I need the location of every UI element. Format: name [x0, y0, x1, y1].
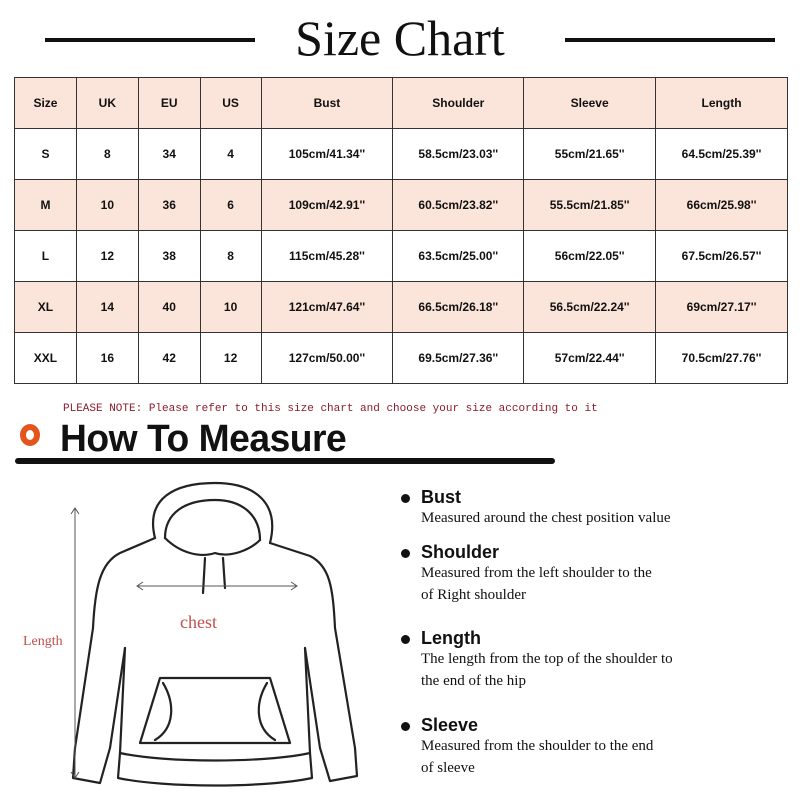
- table-cell: 8: [199, 230, 262, 282]
- measure-item-title: Length: [421, 628, 481, 648]
- table-cell: 56cm/22.05'': [523, 230, 657, 282]
- chest-label: chest: [180, 612, 217, 632]
- column-header: Sleeve: [523, 77, 657, 129]
- table-cell: 64.5cm/25.39'': [655, 128, 788, 180]
- measure-item-description: Measured from the shoulder to the end: [421, 738, 654, 754]
- table-cell: 12: [199, 332, 262, 384]
- table-cell: 6: [199, 179, 262, 231]
- length-measure-arrow: [70, 507, 80, 779]
- table-cell: 36: [137, 179, 201, 231]
- table-cell: 16: [75, 332, 139, 384]
- table-cell: 10: [199, 281, 262, 333]
- size-note: PLEASE NOTE: Please refer to this size c…: [63, 403, 598, 415]
- bullet-icon: [401, 549, 410, 558]
- bullet-icon: [401, 722, 410, 731]
- table-cell: 57cm/22.44'': [523, 332, 657, 384]
- table-cell: 4: [199, 128, 262, 180]
- table-cell: 12: [75, 230, 139, 282]
- table-cell: 14: [75, 281, 139, 333]
- column-header: Length: [655, 77, 788, 129]
- table-cell: XXL: [14, 332, 77, 384]
- table-cell: 105cm/41.34'': [260, 128, 394, 180]
- table-cell: 34: [137, 128, 201, 180]
- table-row: XL 14 40 10 121cm/47.64'' 66.5cm/26.18'' 56.5c…: [14, 281, 788, 333]
- how-to-measure-title: How To Measure: [60, 418, 347, 460]
- hoodie-outline-icon: [71, 481, 359, 787]
- measure-item-description: Measured around the chest position value: [421, 510, 671, 526]
- table-cell: 115cm/45.28'': [260, 230, 394, 282]
- table-cell: L: [14, 230, 77, 282]
- measure-item-description: The length from the top of the shoulder …: [421, 651, 673, 667]
- chest-measure-arrow: [136, 581, 298, 591]
- table-cell: 42: [137, 332, 201, 384]
- circle-bullet-icon: [20, 424, 40, 446]
- table-cell: S: [14, 128, 77, 180]
- table-cell: 109cm/42.91'': [260, 179, 394, 231]
- page-title: Size Chart: [295, 10, 505, 66]
- table-cell: M: [14, 179, 77, 231]
- table-cell: 55cm/21.65'': [523, 128, 657, 180]
- table-cell: 56.5cm/22.24'': [523, 281, 657, 333]
- table-row: XXL 16 42 12 127cm/50.00'' 69.5cm/27.36'' 57cm…: [14, 332, 788, 384]
- column-header: EU: [137, 77, 201, 129]
- bullet-icon: [401, 635, 410, 644]
- column-header: UK: [75, 77, 139, 129]
- measure-item-description: the end of the hip: [421, 673, 526, 689]
- table-cell: 67.5cm/26.57'': [655, 230, 788, 282]
- table-cell: 60.5cm/23.82'': [392, 179, 525, 231]
- measure-item-description: of sleeve: [421, 760, 475, 776]
- header-row: Size UK EU US Bust Shoulder Sleeve Length: [14, 77, 788, 129]
- table-cell: 66cm/25.98'': [655, 179, 788, 231]
- measure-item-description: Measured from the left shoulder to the: [421, 565, 652, 581]
- table-cell: 8: [75, 128, 139, 180]
- table-cell: 127cm/50.00'': [260, 332, 394, 384]
- length-label: Length: [23, 634, 63, 649]
- table-cell: 10: [75, 179, 139, 231]
- measure-item-title: Sleeve: [421, 715, 479, 735]
- table-cell: 40: [137, 281, 201, 333]
- table-row: M 10 36 6 109cm/42.91'' 60.5cm/23.82'' 55.5cm/…: [14, 179, 788, 231]
- table-cell: 63.5cm/25.00'': [392, 230, 525, 282]
- table-cell: 69.5cm/27.36'': [392, 332, 525, 384]
- column-header: Size: [14, 77, 77, 129]
- column-header: Shoulder: [392, 77, 525, 129]
- bullet-icon: [401, 494, 410, 503]
- table-cell: XL: [14, 281, 77, 333]
- measure-item-description: of Right shoulder: [421, 587, 526, 603]
- column-header: US: [199, 77, 262, 129]
- hoodie-diagram: chest Length: [23, 481, 359, 787]
- table-cell: 121cm/47.64'': [260, 281, 394, 333]
- title-divider-left: [45, 38, 255, 42]
- table-cell: 70.5cm/27.76'': [655, 332, 788, 384]
- size-table: Size UK EU US Bust Shoulder Sleeve Length S 8 34 4 1…: [14, 77, 788, 384]
- table-cell: 55.5cm/21.85'': [523, 179, 657, 231]
- table-cell: 38: [137, 230, 201, 282]
- measure-item-title: Bust: [421, 487, 461, 507]
- table-row: S 8 34 4 105cm/41.34'' 58.5cm/23.03'' 55cm/21.…: [14, 128, 788, 180]
- section-underline: [15, 458, 555, 464]
- table-cell: 69cm/27.17'': [655, 281, 788, 333]
- table-cell: 66.5cm/26.18'': [392, 281, 525, 333]
- measure-item-title: Shoulder: [421, 542, 500, 562]
- table-row: L 12 38 8 115cm/45.28'' 63.5cm/25.00'' 56cm/22…: [14, 230, 788, 282]
- table-cell: 58.5cm/23.03'': [392, 128, 525, 180]
- column-header: Bust: [260, 77, 394, 129]
- title-divider-right: [565, 38, 775, 42]
